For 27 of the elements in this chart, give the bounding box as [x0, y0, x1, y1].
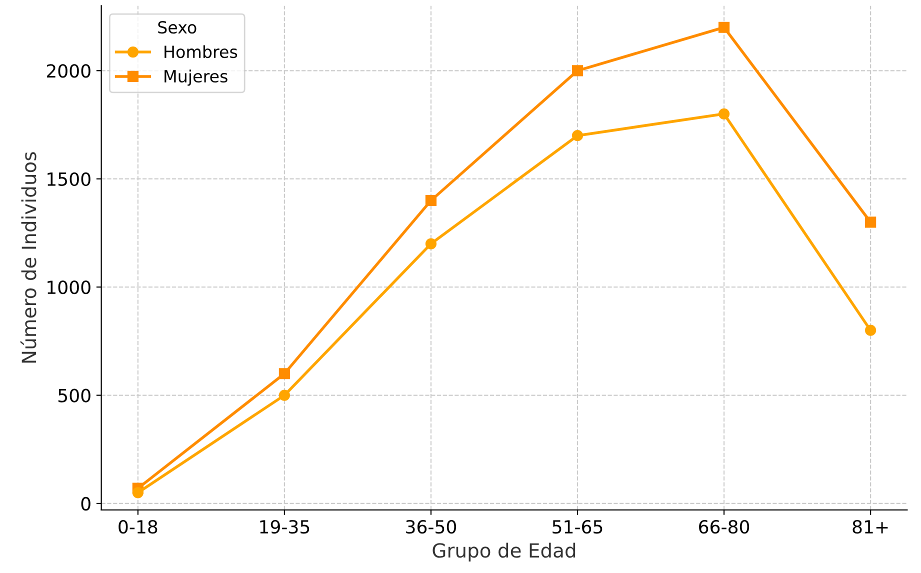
point — [278, 390, 290, 401]
y-tick-label: 1000 — [48, 280, 90, 294]
point — [278, 368, 290, 380]
point — [132, 487, 144, 498]
y-tick-label: 1500 — [48, 172, 90, 186]
legend-title: Sexo — [158, 21, 196, 34]
x-tick-label: 66-80 — [699, 520, 750, 534]
y-tick-label: 2000 — [46, 64, 90, 78]
point — [572, 130, 584, 142]
point — [865, 216, 876, 228]
y-axis-title: Número de Individuos — [20, 152, 36, 363]
legend-label: Hombres — [164, 45, 238, 58]
y-tick-label: 500 — [58, 388, 90, 402]
point — [718, 108, 730, 120]
legend-label: Mujeres — [164, 70, 228, 86]
point — [865, 324, 876, 336]
y-tick-label: 0 — [81, 496, 90, 511]
x-tick-label: 0-18 — [118, 520, 158, 534]
x-axis-title: Grupo de Edad — [432, 542, 576, 562]
x-tick-label: 36-50 — [406, 520, 456, 534]
point — [425, 194, 437, 206]
point — [718, 22, 730, 33]
x-tick-label: 19-35 — [260, 520, 310, 534]
point — [425, 238, 437, 250]
x-tick-label: 81+ — [852, 520, 888, 534]
x-tick-label: 51-65 — [552, 520, 602, 534]
point — [572, 65, 584, 76]
